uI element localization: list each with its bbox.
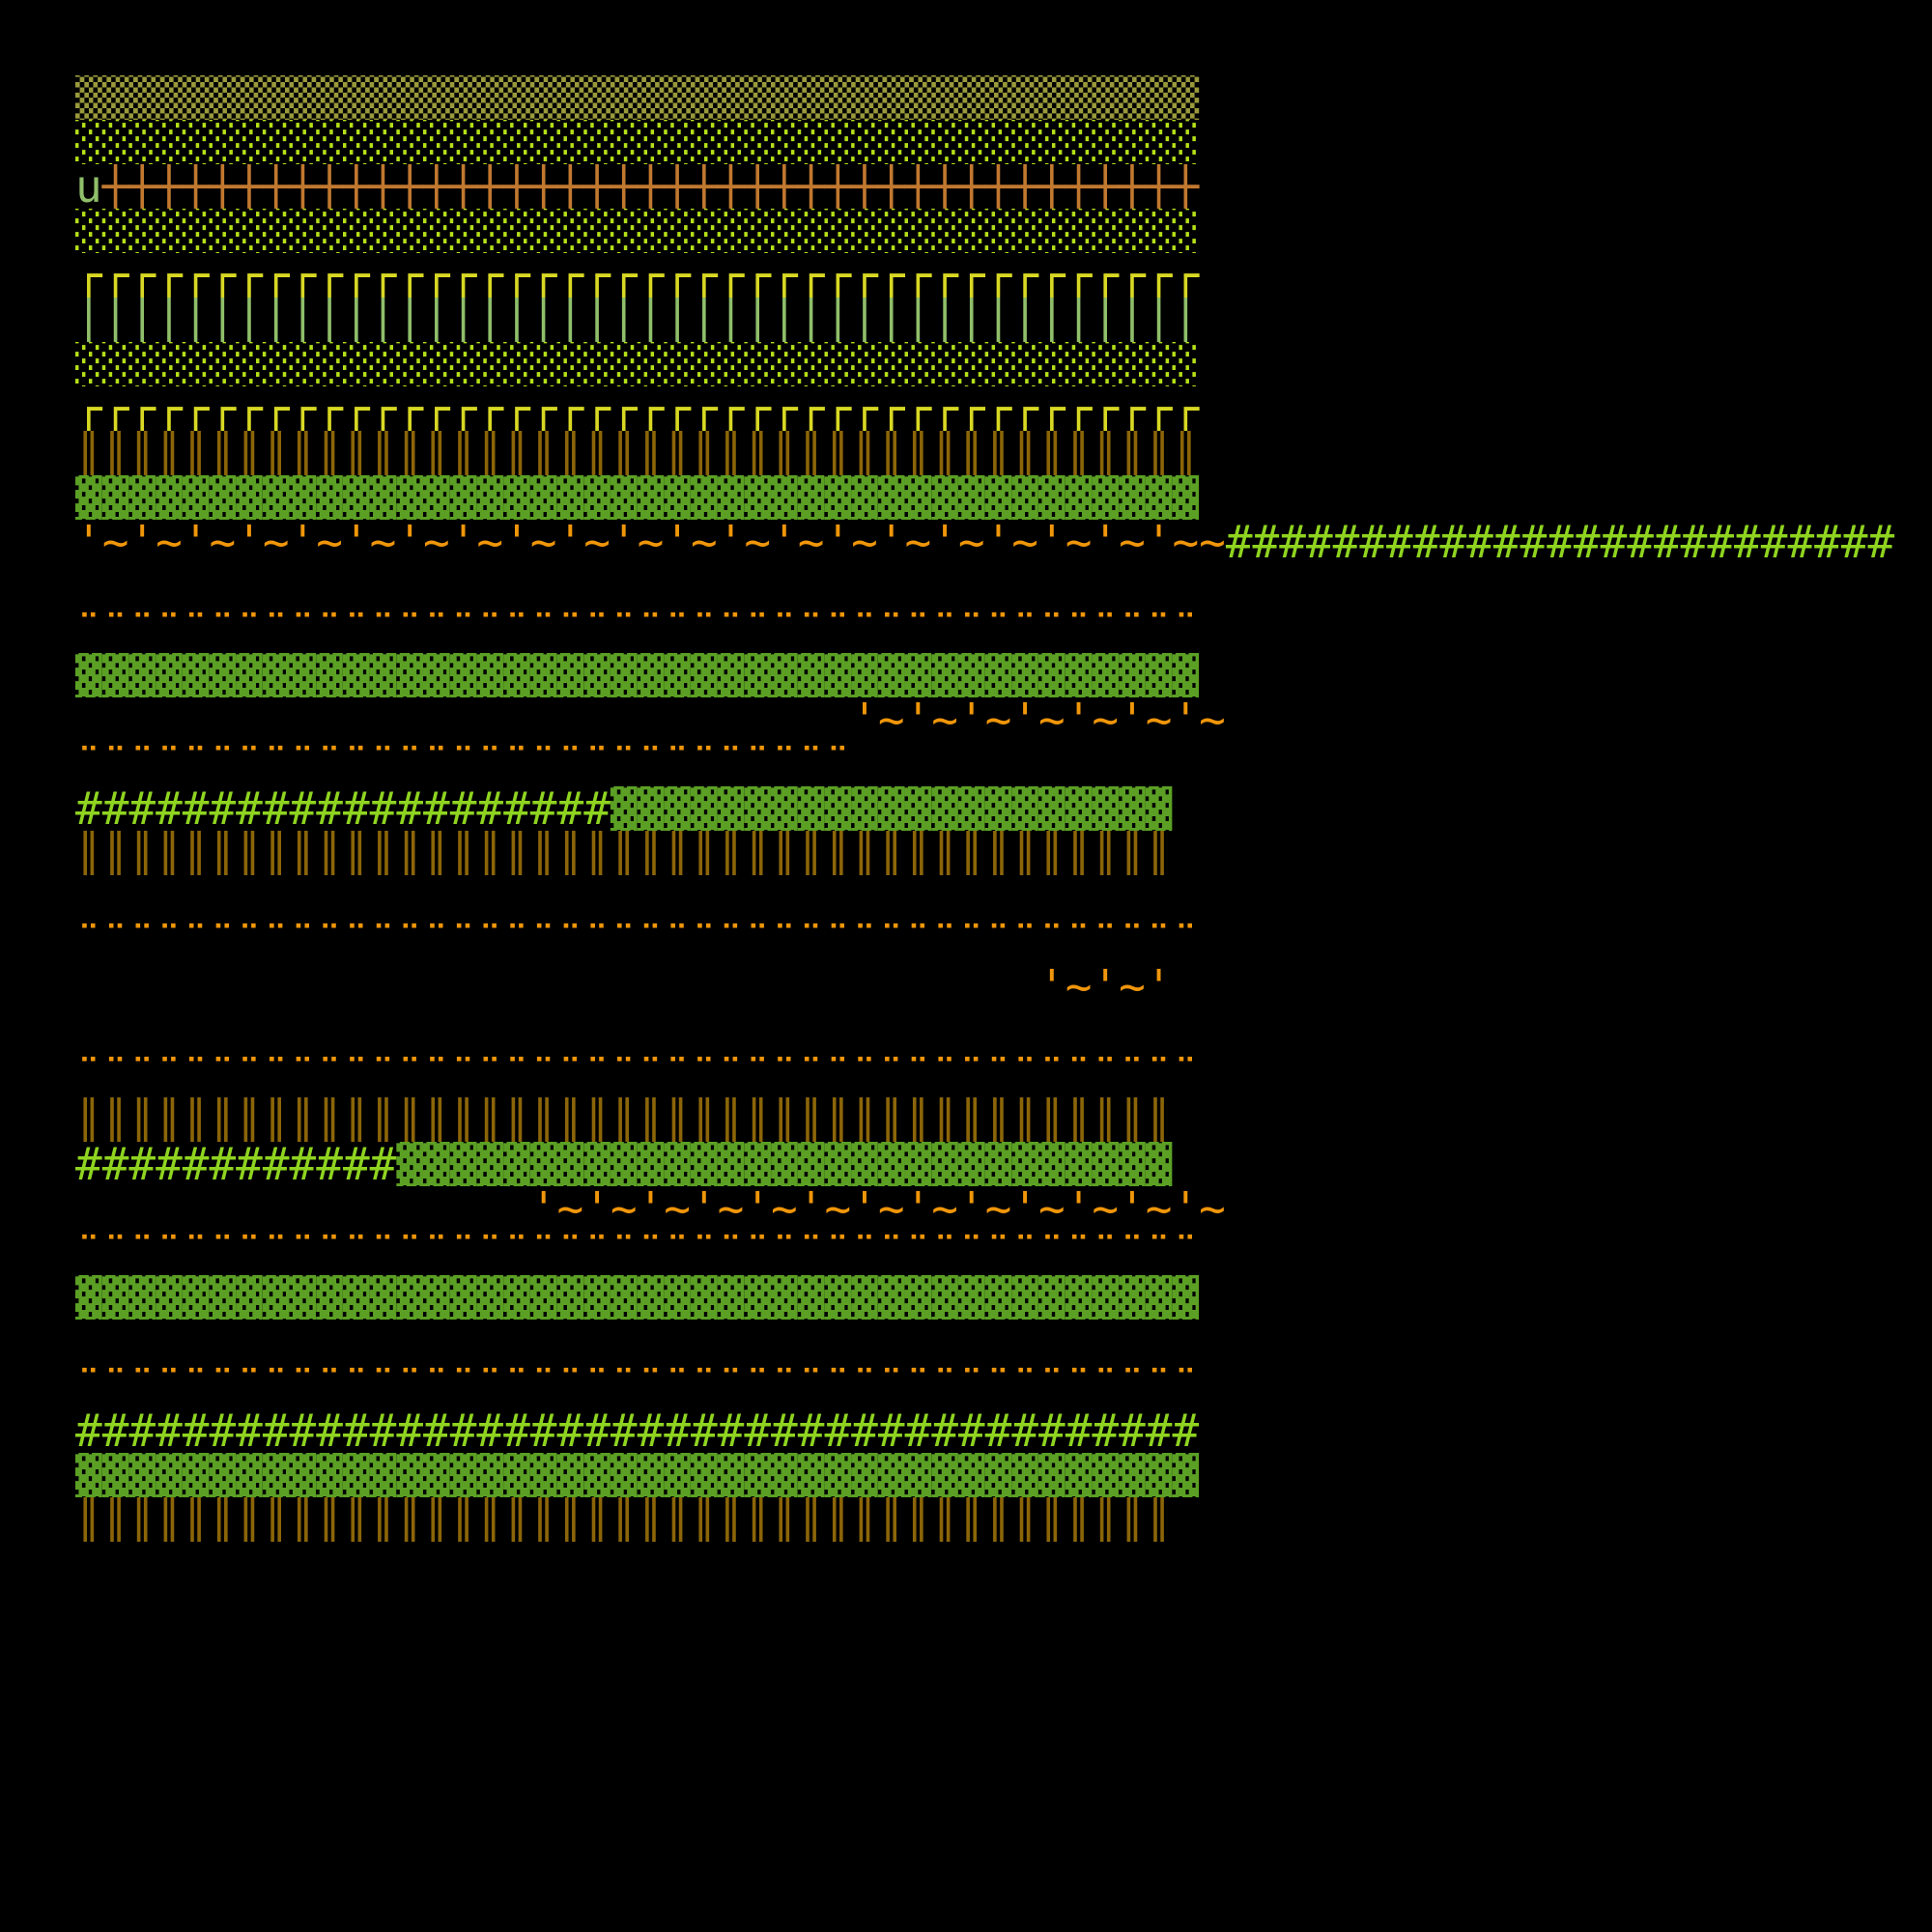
- row-indent: [75, 697, 851, 742]
- ascii-art-container: ▒▒▒▒▒▒▒▒▒▒▒▒▒▒▒▒▒▒▒▒▒▒▒▒▒▒▒▒▒▒▒▒▒▒▒▒▒▒▒▒…: [75, 75, 1932, 1542]
- ascii-glyph-run: ║║║║║║║║║║║║║║║║║║║║║║║║║║║║║║║║║║║║║║║║…: [75, 431, 1200, 475]
- ascii-glyph-run: ▓▓▓▓▓▓▓▓▓▓▓▓▓▓▓▓▓▓▓▓▓▓▓▓▓▓▓▓▓▓▓▓▓▓▓▓▓▓▓▓…: [75, 653, 1200, 697]
- ascii-glyph-run: '~'~': [1038, 964, 1173, 1009]
- ascii-art-row: ▓▓▓▓▓▓▓▓▓▓▓▓▓▓▓▓▓▓▓▓▓▓▓▓▓▓▓▓▓▓▓▓▓▓▓▓▓▓▓▓…: [75, 475, 1932, 520]
- ascii-glyph-run: ┌┌┌┌┌┌┌┌┌┌┌┌┌┌┌┌┌┌┌┌┌┌┌┌┌┌┌┌┌┌┌┌┌┌┌┌┌┌┌┌…: [75, 386, 1200, 431]
- ascii-glyph-run: '~'~'~'~'~'~'~: [851, 697, 1226, 742]
- ascii-art-row: ¨¨¨¨¨¨¨¨¨¨¨¨¨¨¨¨¨¨¨¨¨¨¨¨¨¨¨¨¨¨¨¨¨¨¨¨¨¨¨¨…: [75, 1053, 1932, 1097]
- ascii-glyph-run: ┌┌┌┌┌┌┌┌┌┌┌┌┌┌┌┌┌┌┌┌┌┌┌┌┌┌┌┌┌┌┌┌┌┌┌┌┌┌┌┌…: [75, 253, 1200, 298]
- ascii-art-row: ¨¨¨¨¨¨¨¨¨¨¨¨¨¨¨¨¨¨¨¨¨¨¨¨¨¨¨¨¨¨¨¨¨¨¨¨¨¨¨¨…: [75, 1231, 1932, 1275]
- ascii-glyph-run: ║║║║║║║║║║║║║║║║║║║║║║║║║║║║║║║║║║║║║║║║…: [75, 831, 1173, 875]
- ascii-glyph-run: ▓▓▓▓▓▓▓▓▓▓▓▓▓▓▓▓▓▓▓▓▓▓▓▓▓▓▓▓▓▓▓▓▓▓▓▓▓▓▓▓…: [75, 1275, 1200, 1320]
- ascii-glyph-run: ░░░░░░░░░░░░░░░░░░░░░░░░░░░░░░░░░░░░░░░░…: [75, 342, 1200, 386]
- ascii-art-row: [75, 564, 1932, 609]
- ascii-art-row: '~'~'~'~'~'~'~: [75, 697, 1932, 742]
- ascii-art-row: ░░░░░░░░░░░░░░░░░░░░░░░░░░░░░░░░░░░░░░░░…: [75, 342, 1932, 386]
- ascii-art-row: ▓▓▓▓▓▓▓▓▓▓▓▓▓▓▓▓▓▓▓▓▓▓▓▓▓▓▓▓▓▓▓▓▓▓▓▓▓▓▓▓…: [75, 653, 1932, 697]
- ascii-glyph-run: ¨¨¨¨¨¨¨¨¨¨¨¨¨¨¨¨¨¨¨¨¨¨¨¨¨¨¨¨¨¨¨¨¨¨¨¨¨¨¨¨…: [75, 1231, 1200, 1275]
- ascii-art-row: ║║║║║║║║║║║║║║║║║║║║║║║║║║║║║║║║║║║║║║║║…: [75, 1497, 1932, 1542]
- ascii-art-row: u┼┼┼┼┼┼┼┼┼┼┼┼┼┼┼┼┼┼┼┼┼┼┼┼┼┼┼┼┼┼┼┼┼┼┼┼┼┼┼…: [75, 164, 1932, 209]
- row-indent: [75, 1186, 530, 1231]
- ascii-glyph-run: ¨¨¨¨¨¨¨¨¨¨¨¨¨¨¨¨¨¨¨¨¨¨¨¨¨¨¨¨¨¨¨¨¨¨¨¨¨¨¨¨…: [75, 1053, 1200, 1097]
- ascii-art-row: ║║║║║║║║║║║║║║║║║║║║║║║║║║║║║║║║║║║║║║║║…: [75, 831, 1932, 875]
- ascii-glyph-run-secondary: ▓▓▓▓▓▓▓▓▓▓▓▓▓▓▓▓▓▓▓▓▓▓▓▓▓▓▓▓▓: [396, 1142, 1173, 1186]
- ascii-art-row: ░░░░░░░░░░░░░░░░░░░░░░░░░░░░░░░░░░░░░░░░…: [75, 120, 1932, 164]
- ascii-glyph-run: ▓▓▓▓▓▓▓▓▓▓▓▓▓▓▓▓▓▓▓▓▓▓▓▓▓▓▓▓▓▓▓▓▓▓▓▓▓▓▓▓…: [75, 475, 1200, 520]
- ascii-glyph-run-secondary: #########################: [1225, 520, 1895, 564]
- ascii-art-row: ║║║║║║║║║║║║║║║║║║║║║║║║║║║║║║║║║║║║║║║║…: [75, 431, 1932, 475]
- ascii-art-row: ┌┌┌┌┌┌┌┌┌┌┌┌┌┌┌┌┌┌┌┌┌┌┌┌┌┌┌┌┌┌┌┌┌┌┌┌┌┌┌┌…: [75, 253, 1932, 298]
- ascii-glyph-run: ║║║║║║║║║║║║║║║║║║║║║║║║║║║║║║║║║║║║║║║║…: [75, 1497, 1173, 1542]
- ascii-glyph-run: ││││││││││││││││││││││││││││││││││││││││…: [75, 298, 1200, 342]
- ascii-glyph-run: ▓▓▓▓▓▓▓▓▓▓▓▓▓▓▓▓▓▓▓▓▓▓▓▓▓▓▓▓▓▓▓▓▓▓▓▓▓▓▓▓…: [75, 1453, 1200, 1497]
- ascii-art-row: ############▓▓▓▓▓▓▓▓▓▓▓▓▓▓▓▓▓▓▓▓▓▓▓▓▓▓▓▓…: [75, 1142, 1932, 1186]
- ascii-glyph-run: ####################: [75, 786, 611, 831]
- ascii-glyph-run: ║║║║║║║║║║║║║║║║║║║║║║║║║║║║║║║║║║║║║║║║…: [75, 1097, 1173, 1142]
- ascii-glyph-run: '~'~'~'~'~'~'~'~'~'~'~'~'~: [529, 1186, 1226, 1231]
- ascii-art-row: [75, 1320, 1932, 1364]
- ascii-art-row: ║║║║║║║║║║║║║║║║║║║║║║║║║║║║║║║║║║║║║║║║…: [75, 1097, 1932, 1142]
- ascii-glyph-run: ¨¨¨¨¨¨¨¨¨¨¨¨¨¨¨¨¨¨¨¨¨¨¨¨¨¨¨¨¨¨¨¨¨¨¨¨¨¨¨¨…: [75, 920, 1200, 964]
- ascii-art-row: ####################▓▓▓▓▓▓▓▓▓▓▓▓▓▓▓▓▓▓▓▓…: [75, 786, 1932, 831]
- ascii-glyph-run: ¨¨¨¨¨¨¨¨¨¨¨¨¨¨¨¨¨¨¨¨¨¨¨¨¨¨¨¨¨¨¨¨¨¨¨¨¨¨¨¨…: [75, 609, 1200, 653]
- ascii-glyph-run: ▒▒▒▒▒▒▒▒▒▒▒▒▒▒▒▒▒▒▒▒▒▒▒▒▒▒▒▒▒▒▒▒▒▒▒▒▒▒▒▒…: [75, 75, 1200, 120]
- ascii-art-row: ▒▒▒▒▒▒▒▒▒▒▒▒▒▒▒▒▒▒▒▒▒▒▒▒▒▒▒▒▒▒▒▒▒▒▒▒▒▒▒▒…: [75, 75, 1932, 120]
- ascii-art-row: '~'~'~'~'~'~'~'~'~'~'~'~'~: [75, 1186, 1932, 1231]
- ascii-art-row: ││││││││││││││││││││││││││││││││││││││││…: [75, 298, 1932, 342]
- ascii-art-row: ¨¨¨¨¨¨¨¨¨¨¨¨¨¨¨¨¨¨¨¨¨¨¨¨¨¨¨¨¨: [75, 742, 1932, 786]
- ascii-art-row: ▓▓▓▓▓▓▓▓▓▓▓▓▓▓▓▓▓▓▓▓▓▓▓▓▓▓▓▓▓▓▓▓▓▓▓▓▓▓▓▓…: [75, 1453, 1932, 1497]
- row-indent: [75, 964, 1038, 1009]
- ascii-art-row: ¨¨¨¨¨¨¨¨¨¨¨¨¨¨¨¨¨¨¨¨¨¨¨¨¨¨¨¨¨¨¨¨¨¨¨¨¨¨¨¨…: [75, 920, 1932, 964]
- ascii-art-row: ░░░░░░░░░░░░░░░░░░░░░░░░░░░░░░░░░░░░░░░░…: [75, 209, 1932, 253]
- ascii-art-row: [75, 1009, 1932, 1053]
- ascii-glyph-run: '~'~'~'~'~'~'~'~'~'~'~'~'~'~'~'~'~'~'~'~…: [75, 520, 1226, 564]
- ascii-art-row: ¨¨¨¨¨¨¨¨¨¨¨¨¨¨¨¨¨¨¨¨¨¨¨¨¨¨¨¨¨¨¨¨¨¨¨¨¨¨¨¨…: [75, 1364, 1932, 1408]
- letter-u-glyph: u: [75, 164, 102, 209]
- ascii-art-row: ▓▓▓▓▓▓▓▓▓▓▓▓▓▓▓▓▓▓▓▓▓▓▓▓▓▓▓▓▓▓▓▓▓▓▓▓▓▓▓▓…: [75, 1275, 1932, 1320]
- ascii-glyph-run: ░░░░░░░░░░░░░░░░░░░░░░░░░░░░░░░░░░░░░░░░…: [75, 209, 1200, 253]
- ascii-art-row: [75, 875, 1932, 920]
- ascii-glyph-run: ┼┼┼┼┼┼┼┼┼┼┼┼┼┼┼┼┼┼┼┼┼┼┼┼┼┼┼┼┼┼┼┼┼┼┼┼┼┼┼┼…: [101, 164, 1200, 209]
- ascii-art-row: '~'~': [75, 964, 1932, 1009]
- ascii-glyph-run: ########################################…: [75, 1408, 1200, 1453]
- ascii-art-row: ¨¨¨¨¨¨¨¨¨¨¨¨¨¨¨¨¨¨¨¨¨¨¨¨¨¨¨¨¨¨¨¨¨¨¨¨¨¨¨¨…: [75, 609, 1932, 653]
- ascii-glyph-run: ############: [75, 1142, 397, 1186]
- ascii-art-row: ########################################…: [75, 1408, 1932, 1453]
- ascii-glyph-run: ¨¨¨¨¨¨¨¨¨¨¨¨¨¨¨¨¨¨¨¨¨¨¨¨¨¨¨¨¨¨¨¨¨¨¨¨¨¨¨¨…: [75, 1364, 1200, 1408]
- ascii-glyph-run: ¨¨¨¨¨¨¨¨¨¨¨¨¨¨¨¨¨¨¨¨¨¨¨¨¨¨¨¨¨: [75, 742, 852, 786]
- ascii-art-row: ┌┌┌┌┌┌┌┌┌┌┌┌┌┌┌┌┌┌┌┌┌┌┌┌┌┌┌┌┌┌┌┌┌┌┌┌┌┌┌┌…: [75, 386, 1932, 431]
- ascii-glyph-run-secondary: ▓▓▓▓▓▓▓▓▓▓▓▓▓▓▓▓▓▓▓▓▓: [610, 786, 1173, 831]
- ascii-glyph-run: ░░░░░░░░░░░░░░░░░░░░░░░░░░░░░░░░░░░░░░░░…: [75, 120, 1200, 164]
- ascii-art-row: '~'~'~'~'~'~'~'~'~'~'~'~'~'~'~'~'~'~'~'~…: [75, 520, 1932, 564]
